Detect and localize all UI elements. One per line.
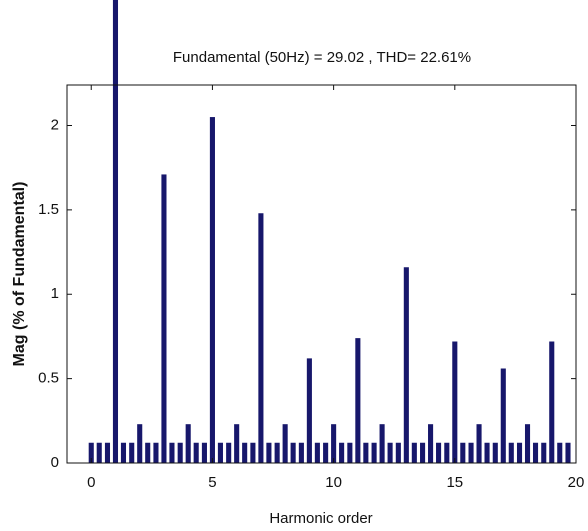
bar xyxy=(290,442,296,463)
bar xyxy=(96,442,102,463)
bar xyxy=(234,424,240,463)
bar xyxy=(371,442,377,463)
bar xyxy=(120,442,127,463)
bar xyxy=(508,442,514,463)
bar xyxy=(549,341,555,463)
bar xyxy=(177,442,183,463)
bar xyxy=(258,213,264,463)
bar xyxy=(266,442,272,463)
bar xyxy=(137,424,143,463)
bar xyxy=(298,442,304,463)
bar xyxy=(129,442,135,463)
bar xyxy=(355,338,361,463)
bar xyxy=(104,442,111,463)
y-tick-label: 0.5 xyxy=(38,370,59,387)
y-axis-label: Mag (% of Fundamental) xyxy=(11,182,28,367)
bar xyxy=(314,442,320,463)
bar xyxy=(532,442,539,463)
bar xyxy=(428,424,434,463)
bar xyxy=(395,442,401,463)
bar xyxy=(557,442,563,463)
x-tick-label: 5 xyxy=(208,474,216,491)
bar xyxy=(411,442,417,463)
bar xyxy=(331,424,337,463)
bar xyxy=(565,442,571,463)
bar xyxy=(306,358,312,463)
bar xyxy=(444,442,450,463)
bar xyxy=(500,368,506,463)
bar xyxy=(387,442,393,463)
bar xyxy=(88,442,94,463)
bar xyxy=(492,442,498,463)
bar xyxy=(420,442,426,463)
bar xyxy=(217,442,223,463)
bar xyxy=(185,424,191,463)
bar xyxy=(347,442,353,463)
bar xyxy=(250,442,256,463)
bar xyxy=(161,174,167,463)
y-tick-label: 0 xyxy=(51,454,59,471)
bar xyxy=(339,442,345,463)
x-tick-label: 10 xyxy=(325,474,342,491)
bar xyxy=(476,424,482,463)
y-tick-label: 1 xyxy=(51,285,59,302)
x-tick-label: 15 xyxy=(446,474,463,491)
bar xyxy=(193,442,199,463)
chart-title: Fundamental (50Hz) = 29.02 , THD= 22.61% xyxy=(173,49,471,66)
bar xyxy=(452,341,458,463)
bar xyxy=(209,117,215,463)
bar xyxy=(226,442,232,463)
bar xyxy=(516,442,523,463)
bar xyxy=(436,442,442,463)
bar xyxy=(145,442,151,463)
bar xyxy=(524,424,531,463)
plot-frame xyxy=(66,84,577,464)
bar xyxy=(201,442,207,463)
bar xyxy=(242,442,248,463)
bar xyxy=(169,442,175,463)
bar xyxy=(363,442,369,463)
bar xyxy=(274,442,280,463)
bar xyxy=(379,424,385,463)
bar xyxy=(541,442,547,463)
y-tick-label: 1.5 xyxy=(38,201,59,218)
x-tick-label: 0 xyxy=(87,474,95,491)
bar xyxy=(468,442,474,463)
bar xyxy=(323,442,329,463)
y-tick-label: 2 xyxy=(51,116,59,133)
x-tick-label: 20 xyxy=(568,474,585,491)
bar xyxy=(460,442,466,463)
bar xyxy=(282,424,288,463)
bar xyxy=(403,267,409,463)
bar xyxy=(153,442,159,463)
bar xyxy=(484,442,490,463)
x-axis-label: Harmonic order xyxy=(269,510,372,527)
bar xyxy=(112,0,119,463)
